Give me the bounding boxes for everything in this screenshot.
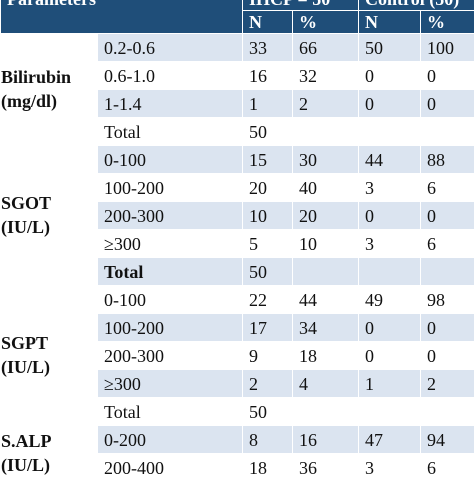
control-pct-cell: 6 bbox=[421, 454, 474, 482]
range-cell: 200-300 bbox=[98, 202, 243, 230]
control-header: Control (50) bbox=[359, 0, 474, 11]
control-n-cell bbox=[359, 398, 421, 426]
parameter-name: SGPT (IU/L) bbox=[1, 286, 98, 426]
ihcp-n-cell: 16 bbox=[243, 62, 293, 90]
parameter-name: SGOT (IU/L) bbox=[1, 146, 98, 286]
ihcp-header: IHCP = 50 bbox=[243, 0, 359, 11]
control-n-cell: 50 bbox=[359, 34, 421, 62]
ihcp-pct-cell: 66 bbox=[293, 34, 359, 62]
control-pct-cell: 98 bbox=[421, 286, 474, 314]
ihcp-n-cell: 50 bbox=[243, 258, 293, 286]
control-n-cell: 3 bbox=[359, 230, 421, 258]
control-n-cell: 0 bbox=[359, 342, 421, 370]
ihcp-pct-cell: 32 bbox=[293, 62, 359, 90]
ihcp-n-cell: 17 bbox=[243, 314, 293, 342]
control-pct-cell: 6 bbox=[421, 174, 474, 202]
header-row: Parameters IHCP = 50 Control (50) bbox=[1, 0, 474, 11]
ihcp-pct-cell: 44 bbox=[293, 286, 359, 314]
ihcp-pct-cell: 2 bbox=[293, 90, 359, 118]
range-cell: 100-200 bbox=[98, 174, 243, 202]
control-n-cell: 47 bbox=[359, 426, 421, 454]
range-cell: Total bbox=[98, 258, 243, 286]
ihcp-pct-cell: 16 bbox=[293, 426, 359, 454]
parameters-header: Parameters bbox=[1, 0, 243, 34]
range-cell: 0-100 bbox=[98, 146, 243, 174]
ihcp-n-cell: 8 bbox=[243, 426, 293, 454]
ihcp-pct-cell: 36 bbox=[293, 454, 359, 482]
range-cell: Total bbox=[98, 398, 243, 426]
ihcp-n-cell: 5 bbox=[243, 230, 293, 258]
control-pct-header: % bbox=[421, 11, 474, 34]
ihcp-n-cell: 50 bbox=[243, 398, 293, 426]
control-n-cell: 0 bbox=[359, 62, 421, 90]
control-n-cell: 1 bbox=[359, 370, 421, 398]
ihcp-pct-cell bbox=[293, 398, 359, 426]
range-cell: 100-200 bbox=[98, 314, 243, 342]
range-cell: 0.2-0.6 bbox=[98, 34, 243, 62]
control-n-cell: 3 bbox=[359, 454, 421, 482]
range-cell: Total bbox=[98, 118, 243, 146]
range-cell: 0-100 bbox=[98, 286, 243, 314]
ihcp-n-cell: 10 bbox=[243, 202, 293, 230]
ihcp-n-cell: 22 bbox=[243, 286, 293, 314]
range-cell: ≥300 bbox=[98, 230, 243, 258]
control-pct-cell: 0 bbox=[421, 202, 474, 230]
ihcp-pct-cell bbox=[293, 258, 359, 286]
parameter-name: S.ALP (IU/L) bbox=[1, 426, 98, 482]
ihcp-pct-cell: 10 bbox=[293, 230, 359, 258]
range-cell: 200-300 bbox=[98, 342, 243, 370]
ihcp-pct-cell: 34 bbox=[293, 314, 359, 342]
range-cell: 0.6-1.0 bbox=[98, 62, 243, 90]
control-pct-cell: 0 bbox=[421, 90, 474, 118]
ihcp-pct-cell: 4 bbox=[293, 370, 359, 398]
ihcp-n-header: N bbox=[243, 11, 293, 34]
ihcp-pct-cell: 30 bbox=[293, 146, 359, 174]
control-n-cell bbox=[359, 118, 421, 146]
control-n-header: N bbox=[359, 11, 421, 34]
control-n-cell: 0 bbox=[359, 90, 421, 118]
ihcp-n-cell: 33 bbox=[243, 34, 293, 62]
ihcp-n-cell: 18 bbox=[243, 454, 293, 482]
control-pct-cell bbox=[421, 118, 474, 146]
ihcp-pct-header: % bbox=[293, 11, 359, 34]
control-pct-cell: 0 bbox=[421, 342, 474, 370]
control-pct-cell: 6 bbox=[421, 230, 474, 258]
range-cell: 1-1.4 bbox=[98, 90, 243, 118]
ihcp-n-cell: 15 bbox=[243, 146, 293, 174]
ihcp-pct-cell bbox=[293, 118, 359, 146]
control-pct-cell: 2 bbox=[421, 370, 474, 398]
control-n-cell: 3 bbox=[359, 174, 421, 202]
control-n-cell: 49 bbox=[359, 286, 421, 314]
control-n-cell: 0 bbox=[359, 202, 421, 230]
range-cell: 0-200 bbox=[98, 426, 243, 454]
ihcp-n-cell: 9 bbox=[243, 342, 293, 370]
range-cell: 200-400 bbox=[98, 454, 243, 482]
control-n-cell: 44 bbox=[359, 146, 421, 174]
ihcp-n-cell: 20 bbox=[243, 174, 293, 202]
control-pct-cell: 88 bbox=[421, 146, 474, 174]
range-cell: ≥300 bbox=[98, 370, 243, 398]
control-pct-cell bbox=[421, 398, 474, 426]
ihcp-pct-cell: 40 bbox=[293, 174, 359, 202]
control-n-cell: 0 bbox=[359, 314, 421, 342]
control-pct-cell: 0 bbox=[421, 62, 474, 90]
ihcp-n-cell: 1 bbox=[243, 90, 293, 118]
ihcp-pct-cell: 20 bbox=[293, 202, 359, 230]
parameter-name: Bilirubin (mg/dl) bbox=[1, 34, 98, 146]
control-pct-cell: 94 bbox=[421, 426, 474, 454]
control-n-cell bbox=[359, 258, 421, 286]
control-pct-cell bbox=[421, 258, 474, 286]
ihcp-n-cell: 2 bbox=[243, 370, 293, 398]
control-pct-cell: 100 bbox=[421, 34, 474, 62]
ihcp-pct-cell: 18 bbox=[293, 342, 359, 370]
control-pct-cell: 0 bbox=[421, 314, 474, 342]
ihcp-n-cell: 50 bbox=[243, 118, 293, 146]
